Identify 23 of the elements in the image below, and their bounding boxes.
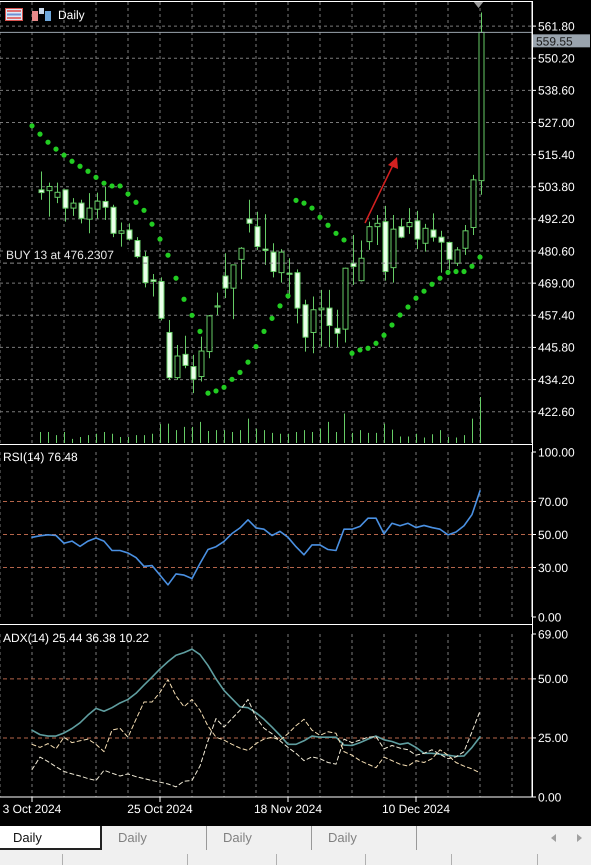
line-series (31, 648, 481, 758)
tab: Daily (105, 826, 207, 850)
line-series (32, 698, 480, 788)
y-tick-label: 50.00 (538, 528, 568, 542)
x-tick-label: 18 Nov 2024 (254, 802, 322, 816)
line-series (32, 679, 480, 774)
y-tick-label: 25.00 (538, 731, 568, 746)
x-tick-label: 25 Oct 2024 (127, 802, 194, 816)
y-tick-label: 70.00 (538, 494, 568, 509)
x-tick-label: 10 Dec 2024 (382, 802, 450, 816)
tab: Daily (315, 826, 417, 850)
y-tick-label: 100.00 (538, 445, 576, 460)
y-tick-label: 0.00 (538, 610, 562, 624)
x-tick-label: 3 Oct 2024 (2, 802, 62, 816)
y-tick-label: 30.00 (538, 560, 568, 575)
line-series (31, 490, 481, 586)
tab: Daily (210, 826, 312, 850)
y-tick-label: 50.00 (538, 672, 568, 686)
y-tick-label: 0.00 (538, 790, 562, 804)
chart-title: ADX(14) 25.44 36.38 10.22 (3, 631, 150, 645)
chart-title: RSI(14) 76.48 (3, 450, 78, 464)
tab: Daily (0, 826, 102, 850)
y-tick-label: 69.00 (538, 627, 568, 642)
